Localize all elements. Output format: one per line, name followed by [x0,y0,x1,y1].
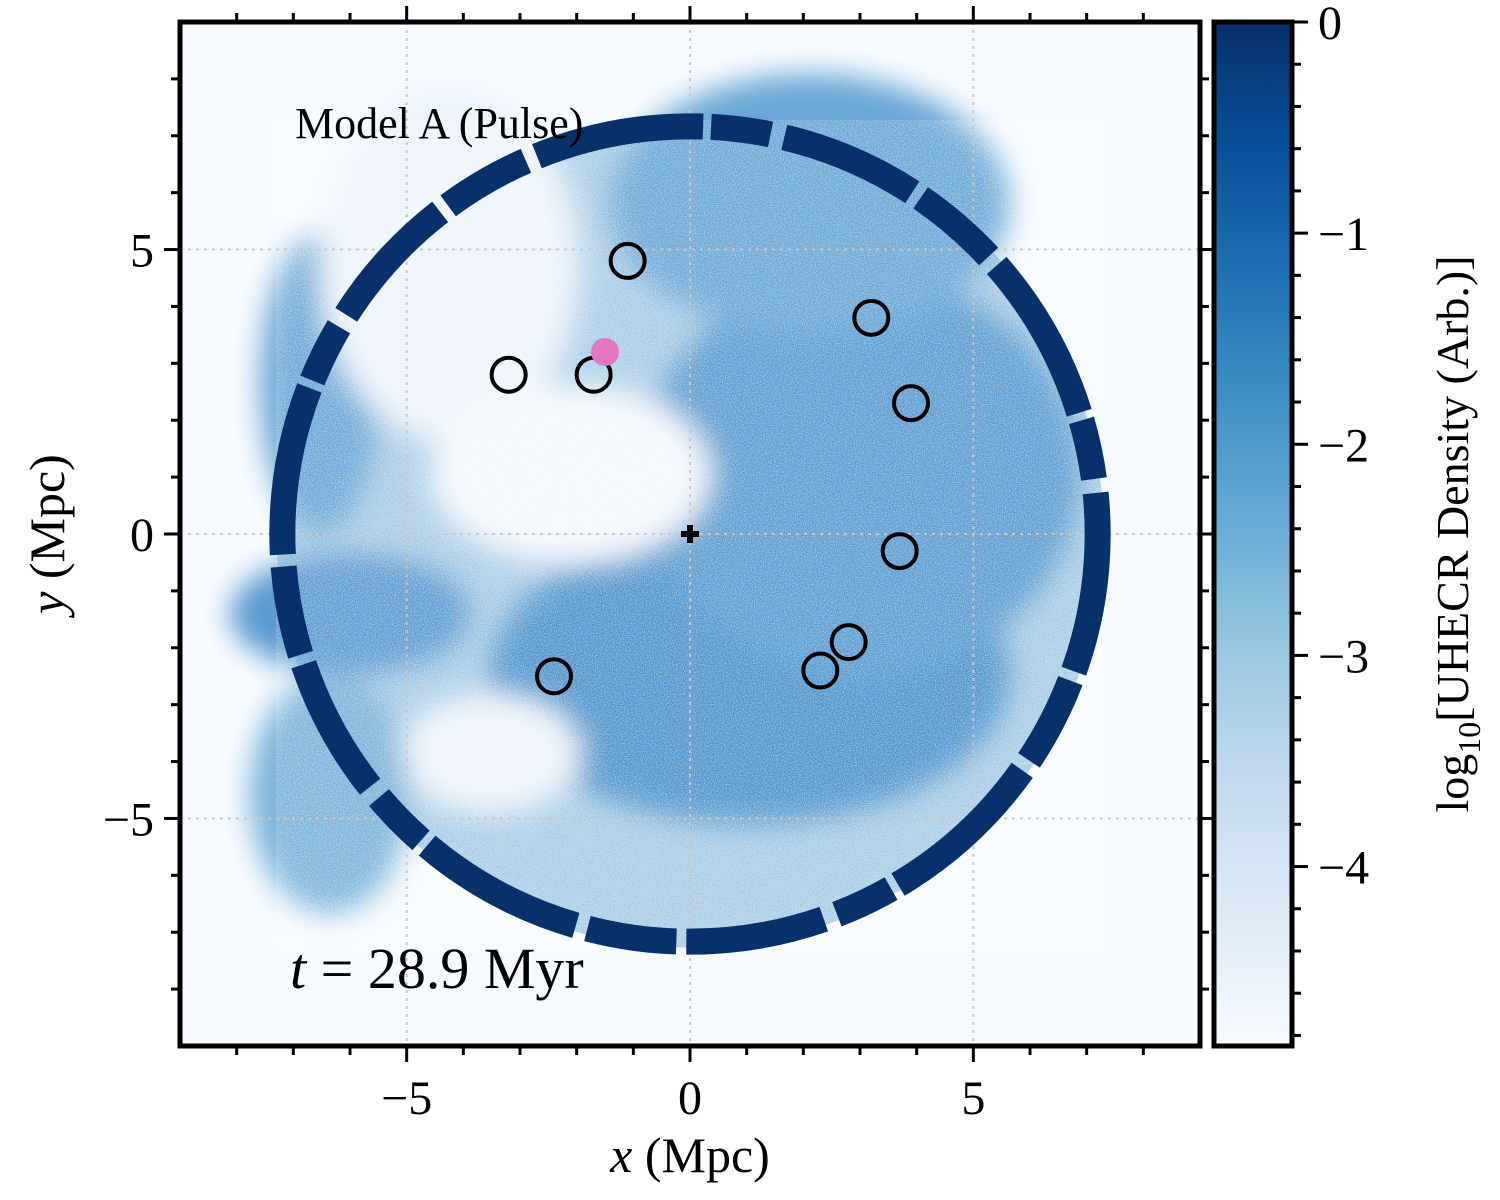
model-annotation: Model A (Pulse) [295,99,583,148]
grid [180,22,1200,1046]
shell-ring-arc [269,113,1111,955]
colorbar-tick-label: −2 [1318,419,1369,472]
time-value: 28.9 Myr [368,936,584,1001]
markers [489,241,930,696]
colorbar [1211,19,1295,1049]
y-tick-label: 0 [130,509,154,562]
time-symbol: t [290,936,308,1001]
circle-marker [829,623,868,662]
x-axis-label: x (Mpc) [609,1127,770,1183]
y-tick-label: −5 [103,793,154,846]
colorbar-label: log10[UHECR Density (Arb.)] [1427,255,1487,812]
colorbar-label-sub: 10 [1451,722,1487,754]
time-eq: = [306,936,368,1001]
circle-marker [535,657,573,696]
colorbar-ticks: 0 −1 −2 −3 −4 [1292,0,1369,1037]
x-axis-symbol: x [609,1127,632,1183]
circle-marker [892,384,930,423]
colorbar-label-main: [UHECR Density (Arb.)] [1427,255,1478,721]
source-plus-marker [681,525,699,543]
x-axis-unit: (Mpc) [632,1127,769,1183]
colorbar-tick-label: −1 [1318,208,1369,261]
tick-labels: −5 0 5 5 0 −5 [103,225,985,1125]
x-tick-label: 5 [961,1072,985,1125]
y-axis-symbol: y [19,591,75,619]
circle-marker [880,532,919,571]
circle-marker [852,298,891,337]
y-axis-label: y (Mpc) [19,454,75,619]
y-axis-unit: (Mpc) [19,454,75,591]
colorbar-label-prefix: log [1427,754,1478,813]
circle-marker [608,241,647,280]
x-tick-label: −5 [381,1072,432,1125]
colorbar-tick-label: −4 [1318,842,1369,895]
axis-ticks [164,6,1216,1062]
colorbar-tick-label: 0 [1318,0,1342,50]
circle-marker [489,355,528,394]
time-annotation: t = 28.9 Myr [290,936,584,1001]
colorbar-tick-label: −3 [1318,630,1369,683]
shell-ring [269,113,1111,955]
y-tick-label: 5 [130,225,154,278]
highlight-point [591,337,619,366]
circle-marker [801,651,840,690]
x-tick-label: 0 [678,1072,702,1125]
